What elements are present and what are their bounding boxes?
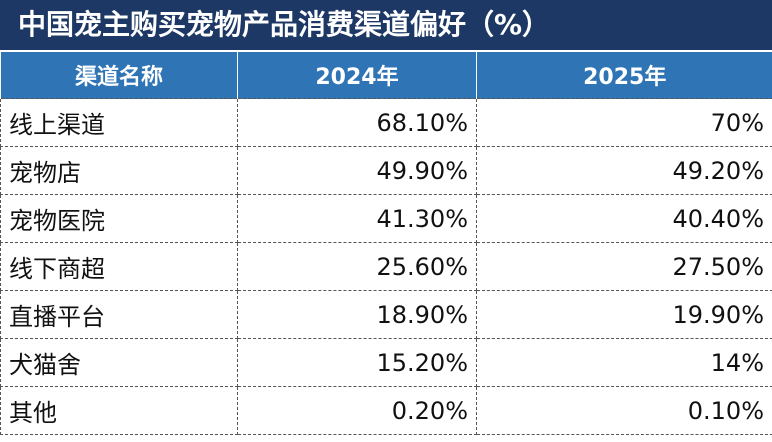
- channel-cell: 线下商超: [0, 242, 238, 291]
- value-cell: 49.20%: [476, 146, 772, 195]
- channel-cell: 犬猫舍: [0, 338, 238, 387]
- header-cell: 渠道名称: [0, 52, 238, 99]
- value-cell: 25.60%: [237, 242, 477, 291]
- value-cell: 40.40%: [476, 194, 772, 243]
- value-cell: 41.30%: [237, 194, 477, 243]
- header-row: 渠道名称 2024年 2025年: [0, 52, 772, 99]
- value-cell: 18.90%: [237, 290, 477, 339]
- channel-cell: 宠物医院: [0, 194, 238, 243]
- table: 渠道名称 2024年 2025年 线上渠道 68.10% 70% 宠物店 49.90% 49.…: [0, 52, 772, 435]
- table-row: 犬猫舍 15.20% 14%: [0, 338, 772, 387]
- channel-cell: 线上渠道: [0, 98, 238, 147]
- table-row: 线上渠道 68.10% 70%: [0, 98, 772, 147]
- table-body: 线上渠道 68.10% 70% 宠物店 49.90% 49.20% 宠物医院 41.30% 40…: [0, 98, 772, 435]
- table-row: 其他 0.20% 0.10%: [0, 386, 772, 435]
- header-cell: 2024年: [237, 52, 477, 99]
- table-row: 宠物店 49.90% 49.20%: [0, 146, 772, 195]
- header-cell: 2025年: [476, 52, 772, 99]
- value-cell: 14%: [476, 338, 772, 387]
- value-cell: 0.10%: [476, 386, 772, 435]
- value-cell: 70%: [476, 98, 772, 147]
- value-cell: 15.20%: [237, 338, 477, 387]
- channel-cell: 直播平台: [0, 290, 238, 339]
- title: 中国宠主购买宠物产品消费渠道偏好（%）: [0, 0, 772, 50]
- value-cell: 0.20%: [237, 386, 477, 435]
- channel-cell: 宠物店: [0, 146, 238, 195]
- value-cell: 19.90%: [476, 290, 772, 339]
- channel-cell: 其他: [0, 386, 238, 435]
- value-cell: 27.50%: [476, 242, 772, 291]
- table-row: 直播平台 18.90% 19.90%: [0, 290, 772, 339]
- value-cell: 49.90%: [237, 146, 477, 195]
- value-cell: 68.10%: [237, 98, 477, 147]
- table-row: 宠物医院 41.30% 40.40%: [0, 194, 772, 243]
- table-row: 线下商超 25.60% 27.50%: [0, 242, 772, 291]
